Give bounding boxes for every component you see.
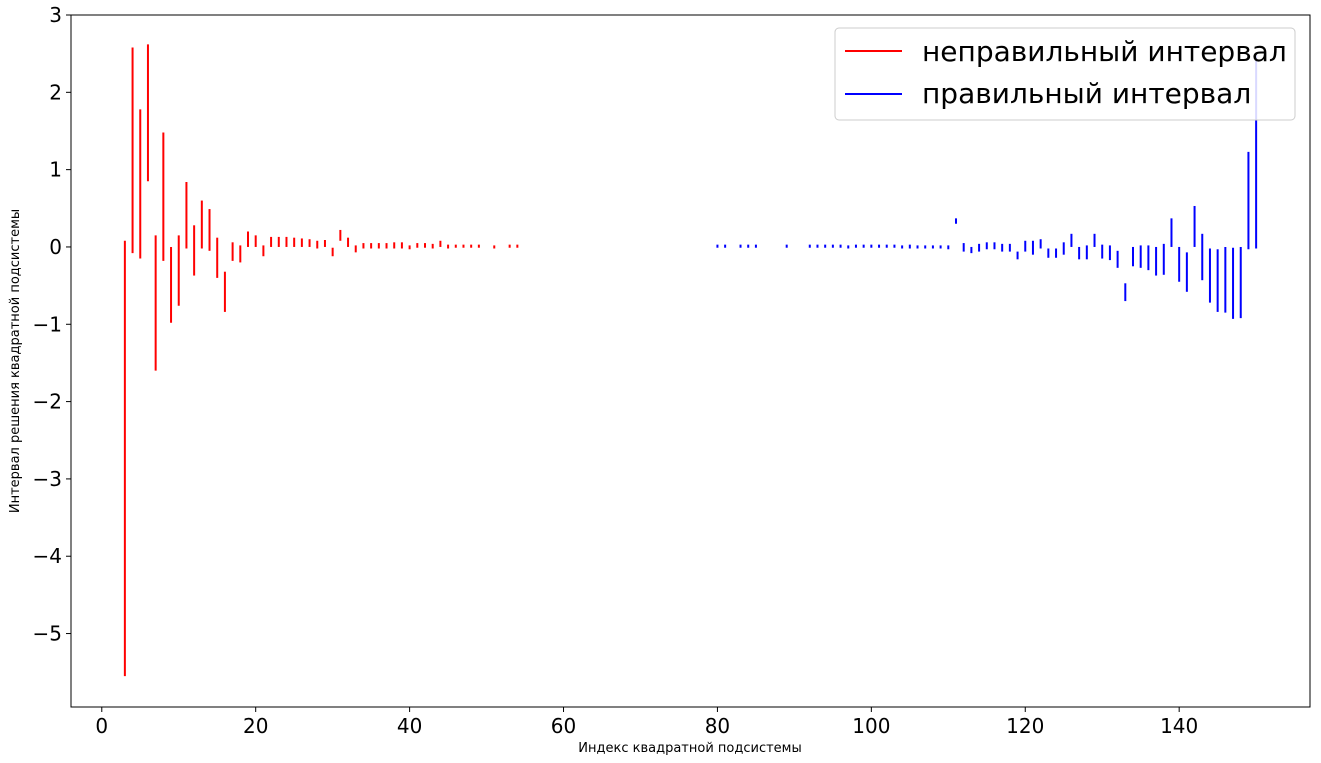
- x-axis: 0 20 40 60 80 100 120 140: [95, 707, 1198, 738]
- legend-label-wrong-interval: неправильный интервал: [922, 35, 1287, 68]
- x-tick-label: 0: [95, 714, 108, 738]
- y-axis-label: Интервал решения квадратной подсистемы: [8, 209, 23, 513]
- x-tick-label: 60: [551, 714, 576, 738]
- series-0: [123, 44, 519, 677]
- y-tick-label: −3: [33, 467, 62, 491]
- y-tick-label: −4: [33, 544, 62, 568]
- x-tick-label: 120: [1006, 714, 1044, 738]
- y-tick-label: 2: [49, 80, 62, 104]
- x-axis-label: Индекс квадратной подсистемы: [578, 741, 801, 756]
- legend-label-correct-interval: правильный интервал: [922, 77, 1251, 110]
- y-tick-label: 3: [49, 3, 62, 27]
- y-axis: 3 2 1 0 −1 −2 −3 −4 −5: [33, 3, 71, 646]
- series-layer: [123, 44, 1258, 677]
- y-tick-label: 1: [49, 158, 62, 182]
- legend-box: [834, 27, 1296, 121]
- y-tick-label: −1: [33, 312, 62, 336]
- y-tick-label: −5: [33, 622, 62, 646]
- x-tick-label: 100: [852, 714, 890, 738]
- y-tick-label: 0: [49, 235, 62, 259]
- x-tick-label: 20: [243, 714, 268, 738]
- x-tick-label: 140: [1160, 714, 1198, 738]
- x-tick-label: 80: [705, 714, 730, 738]
- plot-area: [70, 14, 1311, 708]
- legend: неправильный интервал правильный интерва…: [834, 27, 1296, 121]
- y-tick-label: −2: [33, 390, 62, 414]
- x-tick-label: 40: [397, 714, 422, 738]
